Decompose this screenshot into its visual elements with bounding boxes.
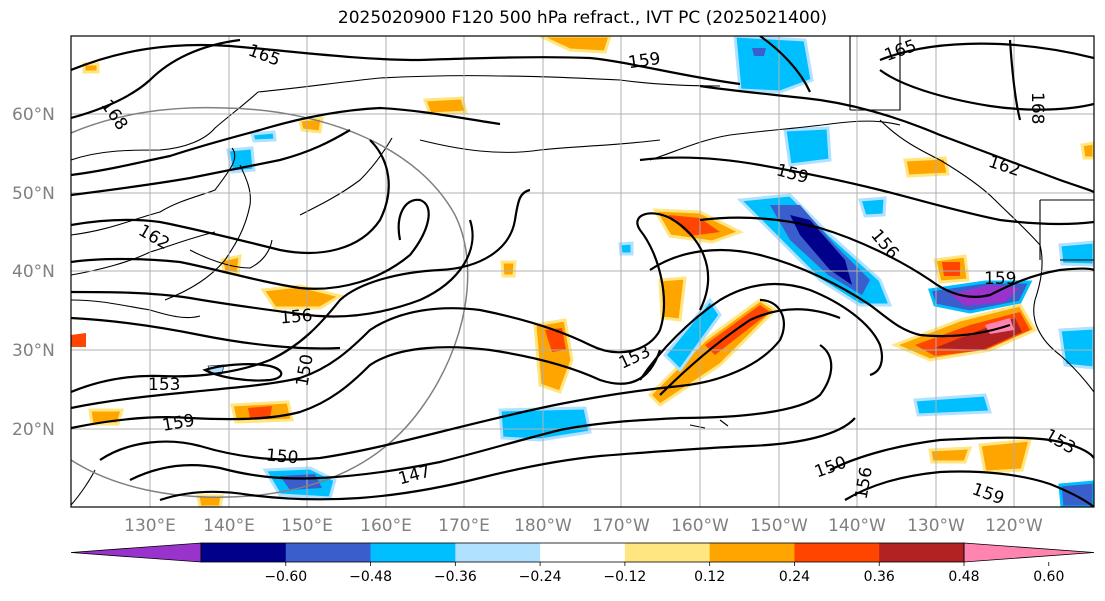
colorbar-segment [370, 543, 456, 562]
lon-label: 160°W [671, 516, 729, 536]
colorbar-segment [879, 543, 965, 562]
neg-anomaly-patch [498, 406, 592, 442]
colorbar: −0.60 −0.48 −0.36 −0.24 −0.12 0.12 0.24 0.36 0.4… [70, 542, 1095, 585]
pos-anomaly-patch [248, 406, 272, 418]
pos-anomaly-patch [942, 262, 960, 276]
coastlines [71, 36, 1094, 506]
colorbar-tick-label: 0.12 [694, 569, 725, 585]
colorbar-tick-label: −0.48 [349, 569, 392, 585]
neg-anomaly-patch [783, 126, 832, 167]
colorbar-extend-low [70, 542, 202, 563]
neg-anomaly-patch [618, 241, 634, 256]
contour-label: 159 [984, 269, 1016, 289]
neg-anomaly-patch [790, 215, 852, 285]
pos-anomaly-patch [1080, 141, 1094, 160]
neg-anomaly-patch [858, 196, 887, 218]
colorbar-tick-label: −0.24 [519, 569, 562, 585]
colorbar-extend-high [963, 542, 1095, 563]
neg-anomaly-patch [1058, 240, 1094, 267]
graticule [71, 36, 1094, 507]
neg-anomaly-patch [1058, 326, 1094, 370]
contour-label: 153 [148, 375, 180, 395]
lon-label: 140°W [828, 516, 886, 536]
pos-anomaly-patch [928, 446, 973, 464]
colorbar-tick-label: 0.24 [779, 569, 810, 585]
colorbar-tick-label: −0.60 [264, 569, 307, 585]
colorbar-segment [201, 543, 287, 562]
lat-label: 30°N [12, 341, 55, 361]
pos-anomaly-patch [500, 260, 517, 278]
pos-anomaly-patch [71, 333, 86, 347]
neg-anomaly-patch [733, 36, 814, 94]
colorbar-segment [624, 543, 711, 562]
colorbar-tick-label: 0.36 [864, 569, 895, 585]
colorbar-segment [794, 543, 880, 562]
pos-anomaly-patch [422, 96, 468, 116]
lat-label: 20°N [12, 420, 55, 440]
ivt-shading [71, 36, 1094, 507]
plot-title: 2025020900 F120 500 hPa refract., IVT PC… [337, 8, 828, 28]
pos-anomaly-patch [82, 62, 100, 74]
pos-anomaly-patch [978, 438, 1033, 474]
lon-label: 130°W [907, 516, 965, 536]
colorbar-tick-label: 0.48 [948, 569, 979, 585]
lon-label: 170°E [438, 516, 490, 536]
lon-label: 170°W [592, 516, 650, 536]
pos-anomaly-patch [196, 494, 224, 507]
longitude-labels: 130°E 140°E 150°E 160°E 170°E 180°W 170°… [124, 516, 1043, 536]
height-contours [71, 36, 1094, 507]
neg-anomaly-patch [913, 393, 992, 417]
neg-anomaly-patch [752, 48, 766, 56]
contour-label: 150 [265, 446, 299, 469]
lon-label: 150°W [750, 516, 808, 536]
lon-label: 120°W [985, 516, 1043, 536]
pos-anomaly-patch [539, 36, 612, 54]
lat-label: 40°N [12, 262, 55, 282]
colorbar-outline [200, 542, 965, 563]
colorbar-tick-label: 0.60 [1033, 569, 1064, 585]
colorbar-tick-label: −0.36 [434, 569, 477, 585]
lon-label: 160°E [360, 516, 412, 536]
lon-label: 130°E [124, 516, 176, 536]
colorbar-segment [709, 543, 795, 562]
range-ring [71, 106, 469, 498]
colorbar-tick-label: −0.12 [603, 569, 646, 585]
pos-anomaly-patch [220, 254, 242, 276]
colorbar-segment [285, 543, 372, 562]
lon-label: 140°E [203, 516, 255, 536]
pos-anomaly-patch [545, 328, 566, 352]
map-frame [70, 35, 1095, 508]
lon-label: 180°W [514, 516, 572, 536]
lat-label: 50°N [12, 184, 55, 204]
pos-anomaly-patch [668, 215, 720, 236]
map-area: 165 159 168 162 159 162 156 156 153 150 … [71, 36, 1094, 507]
pos-anomaly-patch [298, 116, 324, 134]
lat-label: 60°N [12, 105, 55, 125]
contour-label: 168 [1027, 92, 1047, 124]
colorbar-segment [455, 543, 541, 562]
pos-anomaly-patch [658, 276, 687, 322]
lon-label: 150°E [281, 516, 333, 536]
latitude-labels: 60°N 50°N 40°N 30°N 20°N [12, 105, 55, 440]
colorbar-segment [540, 543, 626, 562]
contour-label: 159 [627, 49, 662, 73]
neg-anomaly-patch [250, 130, 277, 143]
contour-label: 156 [279, 306, 313, 329]
pos-anomaly-patch [903, 156, 950, 178]
